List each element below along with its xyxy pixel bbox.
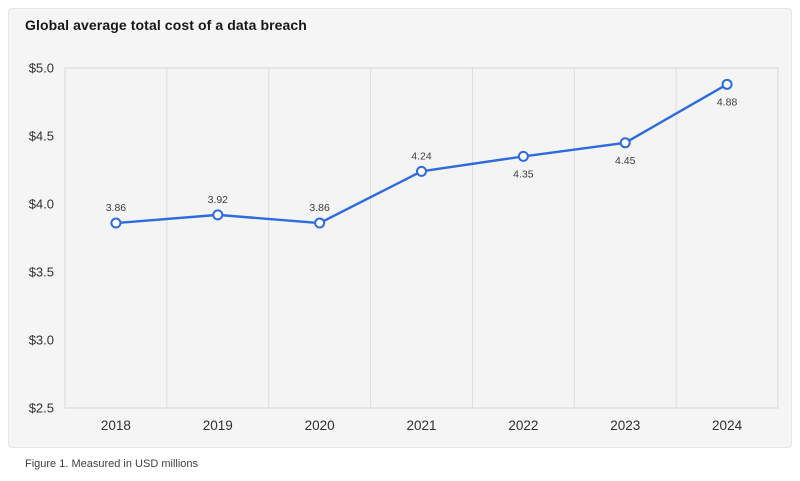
data-point-label: 3.92 bbox=[208, 194, 229, 206]
x-axis-tick-label: 2020 bbox=[305, 418, 335, 433]
figure-caption: Figure 1. Measured in USD millions bbox=[25, 458, 199, 470]
x-axis-tick-label: 2022 bbox=[508, 418, 538, 433]
chart-title: Global average total cost of a data brea… bbox=[25, 17, 307, 33]
y-axis-tick-label: $4.0 bbox=[29, 197, 54, 212]
y-axis-tick-label: $2.5 bbox=[29, 401, 54, 416]
data-point bbox=[517, 150, 529, 162]
data-point bbox=[619, 137, 631, 149]
data-point bbox=[314, 217, 326, 229]
y-axis-tick-label: $4.5 bbox=[29, 129, 54, 144]
x-axis-tick-label: 2024 bbox=[712, 418, 743, 433]
x-axis-tick-label: 2018 bbox=[101, 418, 131, 433]
data-point-label: 4.35 bbox=[513, 168, 534, 180]
data-point-label: 3.86 bbox=[309, 202, 330, 214]
data-point-label: 3.86 bbox=[106, 202, 127, 214]
data-point bbox=[416, 165, 427, 177]
y-axis-tick-label: $3.0 bbox=[29, 333, 54, 348]
data-point bbox=[212, 209, 224, 221]
data-point bbox=[110, 217, 122, 229]
data-point-label: 4.45 bbox=[615, 155, 636, 167]
x-axis-tick-label: 2021 bbox=[406, 418, 436, 433]
y-axis-tick-label: $3.5 bbox=[29, 265, 54, 280]
x-axis-tick-label: 2019 bbox=[203, 418, 233, 433]
data-point-label: 4.88 bbox=[717, 96, 738, 108]
data-point bbox=[721, 78, 733, 90]
data-point-label: 4.24 bbox=[411, 150, 432, 162]
x-axis-tick-label: 2023 bbox=[610, 418, 640, 433]
plot-area bbox=[64, 67, 779, 409]
y-axis-tick-label: $5.0 bbox=[29, 61, 54, 76]
